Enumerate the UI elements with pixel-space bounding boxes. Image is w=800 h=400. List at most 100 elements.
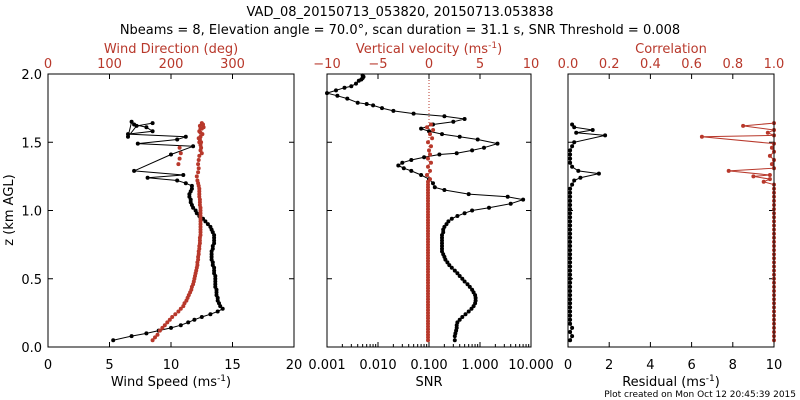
panel-frame-wind [47, 73, 295, 348]
wind-series-top-point [176, 309, 181, 314]
snr-series-top-point [426, 190, 430, 195]
wind-series-top-point [157, 328, 162, 333]
wind-series-top-point [173, 312, 178, 317]
bottom-axis-label-residual: Residual (ms-1) [622, 374, 720, 390]
snr-series-bottom-point [449, 216, 454, 221]
snr-series-bottom-point [422, 155, 427, 160]
x-tick-label-wind: 20 [286, 358, 303, 373]
wind-series-bottom-point [175, 137, 180, 142]
residual-series-bottom-point [603, 133, 608, 138]
snr-series-top-point [426, 229, 430, 233]
wind-series-top-point [196, 170, 201, 175]
wind-series-top-point [197, 153, 202, 158]
wind-series-top-point [196, 136, 201, 141]
snr-series-bottom-point [455, 214, 460, 218]
residual-series-bottom-point [568, 313, 573, 318]
snr-series-bottom-point [460, 276, 465, 281]
wind-series-top-point [150, 338, 155, 343]
wind-series-bottom-point [183, 134, 188, 139]
wind-series-bottom-point [129, 334, 134, 339]
snr-series-bottom-point [342, 85, 347, 90]
residual-series-bottom-point [568, 272, 573, 277]
bottom-axis-label-wind: Wind Speed (ms-1) [111, 374, 231, 390]
snr-series-bottom-point [431, 181, 435, 186]
x-tick-label-residual: 10 [766, 358, 783, 373]
snr-series-bottom-point [432, 185, 437, 190]
x2-tick-label-snr: 5 [476, 57, 484, 72]
snr-series-top-point [426, 319, 430, 324]
snr-series-top-point [426, 237, 430, 242]
residual-series-bottom-point [590, 128, 595, 132]
x2-tick-label-wind: 200 [159, 57, 184, 72]
residual-series-bottom-point [568, 156, 573, 161]
wind-series-bottom-point [132, 168, 137, 173]
snr-series-bottom-point [466, 309, 471, 314]
top-axis-label-vertical-velocity: Vertical velocity (ms-1) [356, 41, 502, 57]
x2-tick-label-residual: 0.0 [558, 57, 579, 72]
wind-series-bottom-point [150, 129, 155, 134]
wind-series-bottom-point [150, 121, 155, 126]
residual-series-bottom-point [568, 264, 573, 269]
x-tick-label-snr: 0.100 [410, 358, 447, 373]
panel-frame-vertical-snr [326, 73, 532, 348]
wind-series-top-point [162, 323, 167, 328]
snr-series-top-point [426, 327, 430, 332]
snr-series-bottom-point [345, 96, 350, 101]
residual-series-bottom-point [568, 276, 573, 281]
residual-series-bottom-point [574, 130, 579, 135]
wind-series-bottom-point [169, 152, 173, 157]
snr-series-bottom-point [487, 205, 491, 210]
snr-series-top-point [430, 136, 435, 141]
residual-series-bottom-point [568, 235, 573, 240]
x-tick-label-snr: 1.000 [461, 358, 498, 373]
wind-series-bottom-point [178, 323, 183, 328]
wind-series-top-point [198, 224, 203, 229]
snr-series-top-point [425, 173, 429, 177]
residual-series-bottom-point [568, 330, 573, 334]
wind-series-bottom-point [186, 320, 191, 325]
snr-series-top-point [429, 144, 433, 149]
residual-series-bottom-point [568, 268, 573, 273]
residual-series-bottom-point [568, 297, 573, 302]
residual-series-top-point [767, 173, 772, 177]
residual-series-bottom-point [568, 219, 573, 224]
wind-series-bottom-point [212, 268, 217, 273]
wind-series-top-point [198, 214, 203, 218]
x-tick-label-residual: 8 [729, 358, 737, 373]
wind-series-top-point [194, 174, 199, 179]
snr-series-top-point [428, 177, 432, 182]
residual-series-bottom-point [578, 175, 583, 180]
residual-series-bottom-point [568, 198, 573, 203]
snr-series-bottom-point [419, 173, 424, 177]
residual-series-bottom-point [570, 122, 575, 127]
snr-series-bottom-point [440, 241, 444, 246]
wind-series-bottom-point [175, 178, 180, 183]
residual-series-top-line [701, 122, 776, 341]
snr-series-top-point [426, 201, 430, 206]
snr-series-bottom-point [396, 163, 401, 168]
snr-series-bottom-point [457, 317, 462, 322]
snr-series-top-point [428, 152, 432, 157]
snr-series-bottom-point [462, 279, 467, 284]
residual-series-bottom-point [568, 227, 573, 232]
snr-series-top-point [426, 256, 430, 261]
residual-series-bottom-point [568, 211, 573, 216]
snr-series-bottom-point [440, 132, 444, 137]
snr-series-bottom-point [364, 102, 369, 106]
x2-tick-label-snr: 10 [523, 57, 540, 72]
residual-series-bottom-point [568, 244, 573, 248]
wind-series-bottom-point [126, 134, 130, 139]
residual-series-bottom-point [568, 256, 573, 261]
residual-series-top-point [769, 162, 774, 167]
snr-series-top-point [428, 132, 432, 137]
snr-series-bottom-point [391, 108, 396, 113]
snr-series-bottom-point [409, 158, 414, 162]
residual-series-bottom-point [568, 194, 573, 199]
snr-series-bottom-point [462, 117, 467, 121]
wind-series-top-point [195, 178, 200, 183]
y-tick-label: 2.0 [21, 68, 42, 83]
snr-series-top-point [426, 300, 430, 304]
snr-series-bottom-point [462, 211, 467, 216]
